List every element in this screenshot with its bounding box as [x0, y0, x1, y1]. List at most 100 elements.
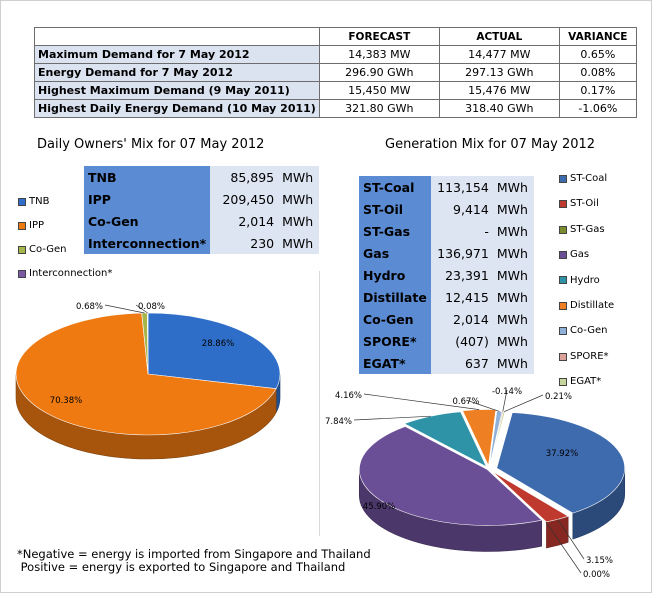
- gen-legend-label: ST-Oil: [570, 198, 599, 210]
- gen-leader-line: [465, 399, 500, 412]
- mix-unit: MWh: [492, 220, 534, 242]
- mix-unit: MWh: [278, 166, 320, 188]
- gen-legend-item: Distillate: [559, 293, 614, 318]
- owners-legend-item: Co-Gen: [18, 238, 112, 262]
- owners-data-label: 0.08%: [138, 302, 165, 312]
- mix-name: Hydro: [359, 264, 431, 286]
- generation-mix-pie-chart: 37.92% 3.15% 0.00% 45.90% 7.84% 4.16% 0.67% -0.…: [325, 387, 626, 580]
- list-item: ST-Oil 9,414 MWh: [359, 198, 534, 220]
- owners-legend-label: Co-Gen: [29, 244, 67, 255]
- gen-data-label: 37.92%: [546, 449, 578, 459]
- mix-value: (407): [430, 330, 493, 352]
- mix-unit: MWh: [492, 308, 534, 330]
- gen-legend-swatch: [559, 377, 567, 386]
- gen-pie-top: [359, 409, 626, 526]
- mix-name: ST-Gas: [359, 220, 431, 242]
- owners-legend-swatch: [18, 270, 26, 278]
- owners-legend-item: IPP: [18, 214, 112, 238]
- footnote-line-1: *Negative = energy is imported from Sing…: [17, 547, 371, 561]
- gen-legend-item: ST-Gas: [559, 217, 614, 242]
- table-row: Energy Demand for 7 May 2012 296.90 GWh …: [34, 63, 637, 82]
- generation-mix-legend: ST-Coal ST-Oil ST-Gas Gas Hydro Distillate Co-…: [559, 166, 614, 395]
- gen-slice-hydro: [403, 411, 488, 468]
- mix-unit: MWh: [278, 210, 320, 232]
- generation-mix-table: ST-Coal 113,154 MWh ST-Oil 9,414 MWh ST-…: [359, 176, 534, 374]
- mix-value: -: [430, 220, 493, 242]
- mix-unit: MWh: [278, 232, 320, 254]
- gen-legend-label: Distillate: [570, 300, 615, 312]
- mix-unit: MWh: [492, 330, 534, 352]
- gen-data-label: 0.67%: [452, 397, 479, 407]
- owners-data-labels: 28.86% 70.38% 0.68% 0.08%: [50, 302, 234, 406]
- gen-legend-swatch: [559, 301, 567, 310]
- row-label: Highest Maximum Demand (9 May 2011): [34, 81, 320, 100]
- owners-legend-swatch: [18, 246, 26, 254]
- mix-value: 136,971: [430, 242, 493, 264]
- gen-leader-line: [502, 389, 508, 412]
- owners-leader-line: [104, 304, 145, 314]
- list-item: Interconnection* 230 MWh: [84, 232, 320, 254]
- owners-mix-pie-chart: 28.86% 70.38% 0.68% 0.08%: [15, 302, 281, 460]
- gen-data-label: 0.00%: [583, 570, 610, 580]
- mix-unit: MWh: [492, 242, 534, 264]
- mix-unit: MWh: [278, 188, 320, 210]
- gen-legend-swatch: [559, 174, 567, 183]
- mix-value: 2,014: [210, 210, 279, 232]
- forecast-cell: 14,383 MW: [318, 45, 440, 64]
- forecast-cell: 321.80 GWh: [318, 99, 440, 118]
- gen-data-label: -0.14%: [492, 387, 522, 397]
- list-item: Co-Gen 2,014 MWh: [84, 210, 320, 232]
- actual-cell: 297.13 GWh: [438, 63, 560, 82]
- mix-name: Co-Gen: [359, 308, 431, 330]
- mix-value: 637: [430, 352, 493, 374]
- owners-legend-label: TNB: [29, 196, 50, 207]
- mix-name: SPORE*: [359, 330, 431, 352]
- gen-slice-gas: [359, 426, 543, 526]
- list-item: Distillate 12,415 MWh: [359, 286, 534, 308]
- actual-cell: 15,476 MW: [438, 81, 560, 100]
- owners-slice-ipp: [15, 312, 277, 436]
- gen-legend-item: Hydro: [559, 268, 614, 293]
- gen-pie-depth: [359, 468, 626, 552]
- owners-data-label: 28.86%: [202, 339, 234, 349]
- table-row: Maximum Demand for 7 May 2012 14,383 MW …: [34, 45, 637, 64]
- gen-data-label: 7.84%: [325, 417, 352, 427]
- header-forecast: FORECAST: [318, 27, 440, 46]
- list-item: IPP 209,450 MWh: [84, 188, 320, 210]
- owners-legend-item: TNB: [18, 190, 112, 214]
- gen-legend-swatch: [559, 352, 567, 361]
- mix-name: TNB: [84, 166, 211, 188]
- gen-legend-label: SPORE*: [570, 350, 609, 362]
- demand-summary-table: FORECAST ACTUAL VARIANCE Maximum Demand …: [34, 27, 637, 118]
- gen-data-label: 45.90%: [363, 502, 395, 512]
- gen-legend-swatch: [559, 250, 567, 259]
- list-item: ST-Coal 113,154 MWh: [359, 176, 534, 198]
- mix-value: 9,414: [430, 198, 493, 220]
- owners-data-label: 0.68%: [76, 302, 103, 312]
- mix-name: IPP: [84, 188, 211, 210]
- gen-leader-line: [353, 415, 431, 421]
- footnote: *Negative = energy is imported from Sing…: [17, 548, 371, 574]
- list-item: TNB 85,895 MWh: [84, 166, 320, 188]
- row-label: Maximum Demand for 7 May 2012: [34, 45, 320, 64]
- owners-mix-title: Daily Owners' Mix for 07 May 2012: [37, 137, 265, 152]
- gen-slice-st-coal: [496, 412, 626, 514]
- gen-legend-item: Gas: [559, 242, 614, 267]
- list-item: Gas 136,971 MWh: [359, 242, 534, 264]
- gen-legend-label: ST-Gas: [570, 223, 605, 235]
- forecast-cell: 296.90 GWh: [318, 63, 440, 82]
- owners-legend-item: Interconnection*: [18, 262, 112, 286]
- table-row: Highest Maximum Demand (9 May 2011) 15,4…: [34, 81, 637, 100]
- panel-divider: [319, 271, 320, 536]
- mix-unit: MWh: [492, 264, 534, 286]
- forecast-cell: 15,450 MW: [318, 81, 440, 100]
- row-label: Energy Demand for 7 May 2012: [34, 63, 320, 82]
- mix-name: Gas: [359, 242, 431, 264]
- owners-pie-top: [15, 312, 281, 436]
- list-item: Hydro 23,391 MWh: [359, 264, 534, 286]
- mix-name: ST-Oil: [359, 198, 431, 220]
- list-item: SPORE* (407) MWh: [359, 330, 534, 352]
- mix-name: EGAT*: [359, 352, 431, 374]
- gen-legend-item: ST-Coal: [559, 166, 614, 191]
